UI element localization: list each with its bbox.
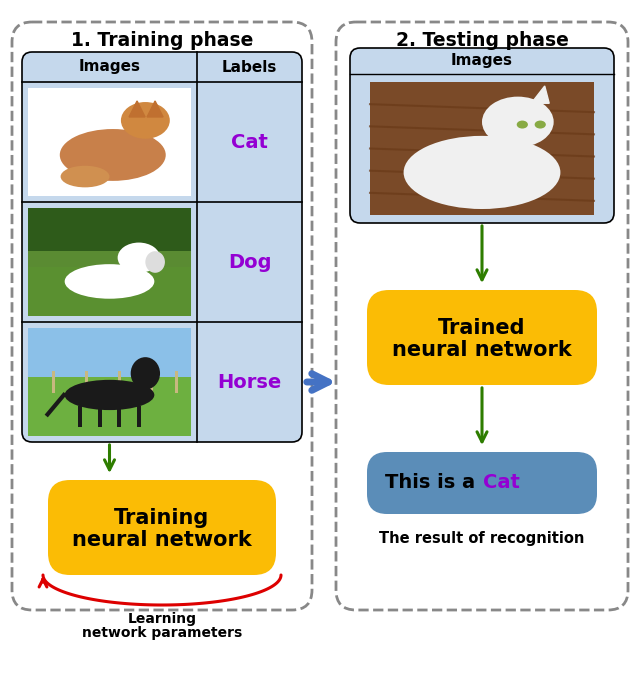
Ellipse shape bbox=[121, 102, 170, 139]
Bar bbox=[175, 371, 178, 393]
Text: Images: Images bbox=[79, 60, 141, 75]
Text: network parameters: network parameters bbox=[82, 626, 242, 640]
Text: Dog: Dog bbox=[228, 252, 271, 272]
Bar bbox=[28, 377, 191, 436]
Text: 2. Testing phase: 2. Testing phase bbox=[396, 30, 568, 49]
Bar bbox=[52, 371, 56, 393]
Text: 1. Training phase: 1. Training phase bbox=[71, 30, 253, 49]
Text: This is a: This is a bbox=[385, 473, 482, 493]
Text: Trained: Trained bbox=[438, 318, 525, 338]
Text: Training: Training bbox=[115, 508, 210, 528]
Ellipse shape bbox=[131, 357, 160, 390]
Bar bbox=[137, 405, 141, 427]
Polygon shape bbox=[129, 101, 145, 117]
Ellipse shape bbox=[482, 97, 554, 147]
Bar bbox=[28, 208, 191, 316]
Bar bbox=[118, 371, 121, 393]
Bar bbox=[150, 371, 153, 393]
Ellipse shape bbox=[145, 251, 165, 273]
Bar bbox=[28, 268, 191, 316]
Bar bbox=[28, 208, 191, 251]
Text: Learning: Learning bbox=[127, 612, 196, 626]
FancyBboxPatch shape bbox=[367, 290, 597, 385]
Bar bbox=[117, 405, 122, 427]
Text: neural network: neural network bbox=[72, 530, 252, 549]
Ellipse shape bbox=[534, 121, 546, 128]
FancyBboxPatch shape bbox=[350, 48, 614, 223]
FancyBboxPatch shape bbox=[367, 452, 597, 514]
Text: The result of recognition: The result of recognition bbox=[380, 530, 585, 545]
Text: Images: Images bbox=[451, 54, 513, 69]
Ellipse shape bbox=[118, 243, 160, 273]
Polygon shape bbox=[531, 86, 549, 104]
Bar bbox=[28, 328, 191, 436]
Bar bbox=[98, 405, 102, 427]
Ellipse shape bbox=[516, 121, 528, 128]
FancyBboxPatch shape bbox=[48, 480, 276, 575]
Polygon shape bbox=[147, 101, 163, 117]
Ellipse shape bbox=[61, 166, 109, 187]
Bar bbox=[85, 371, 88, 393]
Bar bbox=[28, 88, 191, 196]
Bar bbox=[78, 405, 82, 427]
Text: Labels: Labels bbox=[222, 60, 277, 75]
Ellipse shape bbox=[60, 129, 166, 181]
Ellipse shape bbox=[65, 380, 154, 410]
Bar bbox=[370, 82, 594, 215]
Ellipse shape bbox=[65, 264, 154, 298]
Text: Cat: Cat bbox=[483, 473, 520, 493]
FancyBboxPatch shape bbox=[22, 52, 302, 442]
Text: Horse: Horse bbox=[218, 372, 282, 392]
Text: Cat: Cat bbox=[231, 132, 268, 152]
Ellipse shape bbox=[404, 136, 561, 209]
Text: neural network: neural network bbox=[392, 340, 572, 359]
